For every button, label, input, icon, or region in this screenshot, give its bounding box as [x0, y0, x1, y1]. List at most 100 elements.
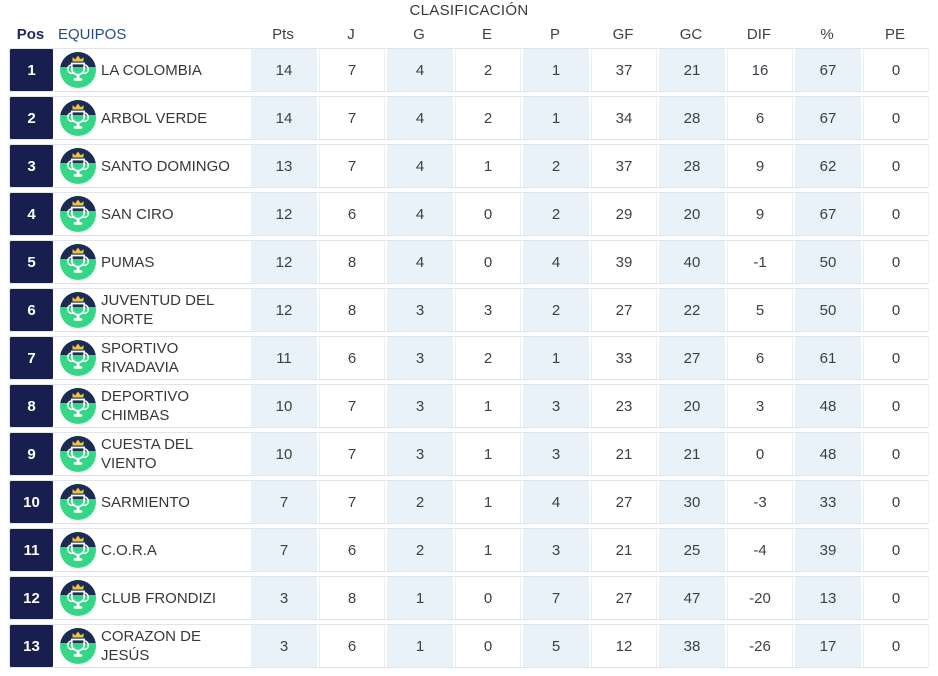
stat-cell: 6: [319, 625, 385, 667]
stat-cell: 40: [659, 241, 725, 283]
stat-cell: 3: [251, 625, 317, 667]
table-row[interactable]: 1 LA COLOMBIA 14 7 4 2 1 37 21 16 67 0: [9, 48, 929, 92]
col-header-stat: J: [347, 25, 355, 43]
team-name: CORAZON DE JESÚS: [101, 628, 202, 664]
team-cell: CORAZON DE JESÚS: [53, 625, 250, 667]
stat-cell: 4: [387, 97, 453, 139]
stat-cell: 16: [727, 49, 793, 91]
stat-cell: 7: [319, 97, 385, 139]
col-header-pos: Pos: [16, 25, 45, 43]
stat-cell: 50: [795, 289, 861, 331]
stat-cell: 0: [863, 337, 929, 379]
stat-cell: 4: [387, 241, 453, 283]
stat-cell: -26: [727, 625, 793, 667]
stat-cell: 22: [659, 289, 725, 331]
team-cell: SARMIENTO: [53, 481, 250, 523]
stat-cell: 10: [251, 433, 317, 475]
stat-cell: 27: [591, 577, 657, 619]
table-row[interactable]: 6 JUVENTUD DEL NORTE 12 8 3 3 2 27 22 5 50 0: [9, 288, 929, 332]
position-badge: 1: [10, 49, 53, 91]
stat-cell: 3: [387, 385, 453, 427]
stat-cell: 0: [863, 289, 929, 331]
position-badge: 11: [10, 529, 53, 571]
table-row[interactable]: 7 SPORTIVO RIVADAVIA 11 6 3 2 1 33 27 6 61 0: [9, 336, 929, 380]
stat-cell: 67: [795, 193, 861, 235]
stat-cell: 30: [659, 481, 725, 523]
stat-cell: 5: [727, 289, 793, 331]
stat-cell: 23: [591, 385, 657, 427]
team-name: DEPORTIVO CHIMBAS: [101, 388, 190, 424]
position-badge: 5: [10, 241, 53, 283]
team-crest-icon: [60, 532, 96, 568]
team-name: SARMIENTO: [101, 493, 190, 511]
stat-cell: 12: [251, 193, 317, 235]
position-badge: 12: [10, 577, 53, 619]
team-crest-icon: [60, 580, 96, 616]
table-row[interactable]: 12 CLUB FRONDIZI 3 8 1 0 7 27 47 -20 13 0: [9, 576, 929, 620]
team-crest-icon: [60, 340, 96, 376]
stat-cell: 5: [523, 625, 589, 667]
table-row[interactable]: 9 CUESTA DEL VIENTO 10 7 3 1 3 21 21 0 48 0: [9, 432, 929, 476]
stat-cell: 1: [387, 625, 453, 667]
position-badge: 6: [10, 289, 53, 331]
stat-cell: 4: [387, 49, 453, 91]
stat-cell: 7: [319, 145, 385, 187]
stat-cell: 3: [455, 289, 521, 331]
stat-cell: 0: [863, 433, 929, 475]
stat-cell: 2: [523, 193, 589, 235]
table-row[interactable]: 5 PUMAS 12 8 4 0 4 39 40 -1 50 0: [9, 240, 929, 284]
stat-cell: 27: [591, 481, 657, 523]
table-row[interactable]: 10 SARMIENTO 7 7 2 1 4 27 30 -3 33 0: [9, 480, 929, 524]
stat-cell: 7: [251, 481, 317, 523]
stat-cell: 3: [523, 529, 589, 571]
team-name: PUMAS: [101, 253, 155, 271]
team-crest-icon: [60, 484, 96, 520]
table-row[interactable]: 4 SAN CIRO 12 6 4 0 2 29 20 9 67 0: [9, 192, 929, 236]
stat-cell: 21: [591, 529, 657, 571]
stat-cell: 1: [387, 577, 453, 619]
table-row[interactable]: 13 CORAZON DE JESÚS 3 6 1 0 5 12 38 -26 17 0: [9, 624, 929, 668]
team-cell: CUESTA DEL VIENTO: [53, 433, 250, 475]
team-cell: SPORTIVO RIVADAVIA: [53, 337, 250, 379]
stat-cell: 7: [319, 481, 385, 523]
stat-cell: 27: [659, 337, 725, 379]
stat-cell: 4: [523, 241, 589, 283]
stat-cell: 0: [455, 577, 521, 619]
position-badge: 3: [10, 145, 53, 187]
table-row[interactable]: 11 C.O.R.A 7 6 2 1 3 21 25 -4 39 0: [9, 528, 929, 572]
stat-cell: 34: [591, 97, 657, 139]
table-row[interactable]: 8 DEPORTIVO CHIMBAS 10 7 3 1 3 23 20 3 48 0: [9, 384, 929, 428]
team-name: SANTO DOMINGO: [101, 157, 230, 175]
stat-cell: 3: [387, 433, 453, 475]
stat-cell: 61: [795, 337, 861, 379]
stat-cell: 11: [251, 337, 317, 379]
stat-cell: 12: [251, 241, 317, 283]
table-row[interactable]: 2 ARBOL VERDE 14 7 4 2 1 34 28 6 67 0: [9, 96, 929, 140]
stat-cell: 1: [523, 97, 589, 139]
stat-cell: 13: [251, 145, 317, 187]
table-row[interactable]: 3 SANTO DOMINGO 13 7 4 1 2 37 28 9 62 0: [9, 144, 929, 188]
col-header-stat: %: [820, 25, 834, 43]
stat-cell: 20: [659, 193, 725, 235]
stat-cell: 2: [523, 289, 589, 331]
stat-cell: 6: [727, 337, 793, 379]
stat-cell: 4: [387, 193, 453, 235]
stat-cell: 4: [523, 481, 589, 523]
col-header-stat: PE: [884, 25, 905, 43]
stat-cell: 38: [659, 625, 725, 667]
col-header-stat: DIF: [746, 25, 772, 43]
position-badge: 4: [10, 193, 53, 235]
stat-cell: 4: [387, 145, 453, 187]
stat-cell: -3: [727, 481, 793, 523]
stat-cell: 1: [455, 529, 521, 571]
team-cell: ARBOL VERDE: [53, 97, 250, 139]
stat-cell: 2: [455, 49, 521, 91]
position-badge: 13: [10, 625, 53, 667]
team-name: SPORTIVO RIVADAVIA: [101, 340, 179, 376]
stat-cell: 0: [455, 193, 521, 235]
stat-cell: 28: [659, 145, 725, 187]
stat-cell: 3: [523, 385, 589, 427]
stat-cell: 0: [863, 481, 929, 523]
team-name: SAN CIRO: [101, 205, 174, 223]
stat-cell: -20: [727, 577, 793, 619]
